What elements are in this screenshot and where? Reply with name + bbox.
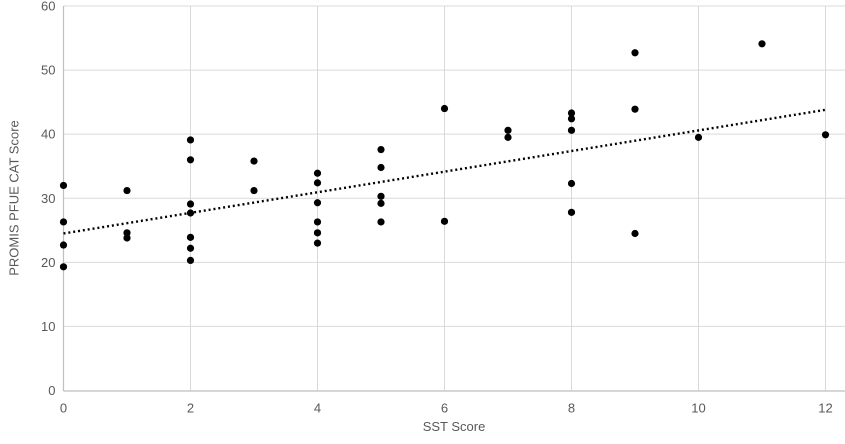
y-axis-title: PROMIS PFUE CAT Score (6, 120, 22, 276)
data-point (567, 208, 576, 216)
data-point (313, 239, 322, 247)
data-point (186, 244, 195, 252)
y-tick-label: 50 (41, 63, 55, 78)
y-tick-label: 0 (48, 383, 55, 398)
data-point (377, 218, 385, 226)
data-point (758, 40, 766, 48)
x-tick-label: 8 (568, 401, 575, 416)
y-tick-label: 40 (41, 127, 55, 142)
data-point (631, 105, 639, 113)
y-tick-label: 30 (41, 191, 55, 206)
y-tick-label: 10 (41, 319, 55, 334)
data-point (567, 109, 576, 117)
data-point (59, 241, 68, 249)
data-point (567, 126, 576, 134)
data-point (123, 229, 131, 237)
data-point (631, 49, 639, 57)
data-point (377, 192, 385, 200)
data-point (313, 218, 322, 226)
data-point (186, 209, 195, 217)
data-point (504, 133, 512, 141)
data-point (313, 229, 322, 237)
data-point (186, 256, 195, 265)
data-point (821, 131, 830, 139)
data-point (59, 218, 68, 226)
data-point (186, 156, 195, 164)
data-point (440, 104, 449, 113)
data-point (186, 233, 195, 241)
data-point (567, 179, 576, 188)
data-point (377, 145, 385, 154)
x-tick-label: 4 (314, 401, 321, 416)
data-point (377, 199, 385, 207)
x-tick-label: 10 (691, 401, 705, 416)
data-point (186, 136, 195, 144)
data-point (440, 217, 449, 225)
data-point (313, 169, 322, 177)
x-tick-label: 6 (441, 401, 448, 416)
data-point (59, 181, 68, 190)
y-tick-label: 60 (41, 0, 55, 14)
y-tick-label: 20 (41, 255, 55, 270)
data-point (250, 157, 258, 165)
x-tick-label: 2 (187, 401, 194, 416)
data-point (313, 179, 322, 187)
data-point (694, 133, 703, 141)
x-tick-label: 12 (818, 401, 832, 416)
data-point (631, 229, 639, 238)
data-point (313, 199, 322, 207)
data-point (377, 163, 385, 172)
data-point (567, 115, 576, 123)
x-tick-label: 0 (60, 401, 67, 416)
data-point (250, 186, 258, 195)
data-point (123, 186, 131, 195)
data-point (186, 200, 195, 208)
data-point (123, 234, 131, 242)
x-axis-title: SST Score (422, 419, 486, 434)
data-point (504, 126, 512, 134)
data-point (59, 263, 68, 271)
